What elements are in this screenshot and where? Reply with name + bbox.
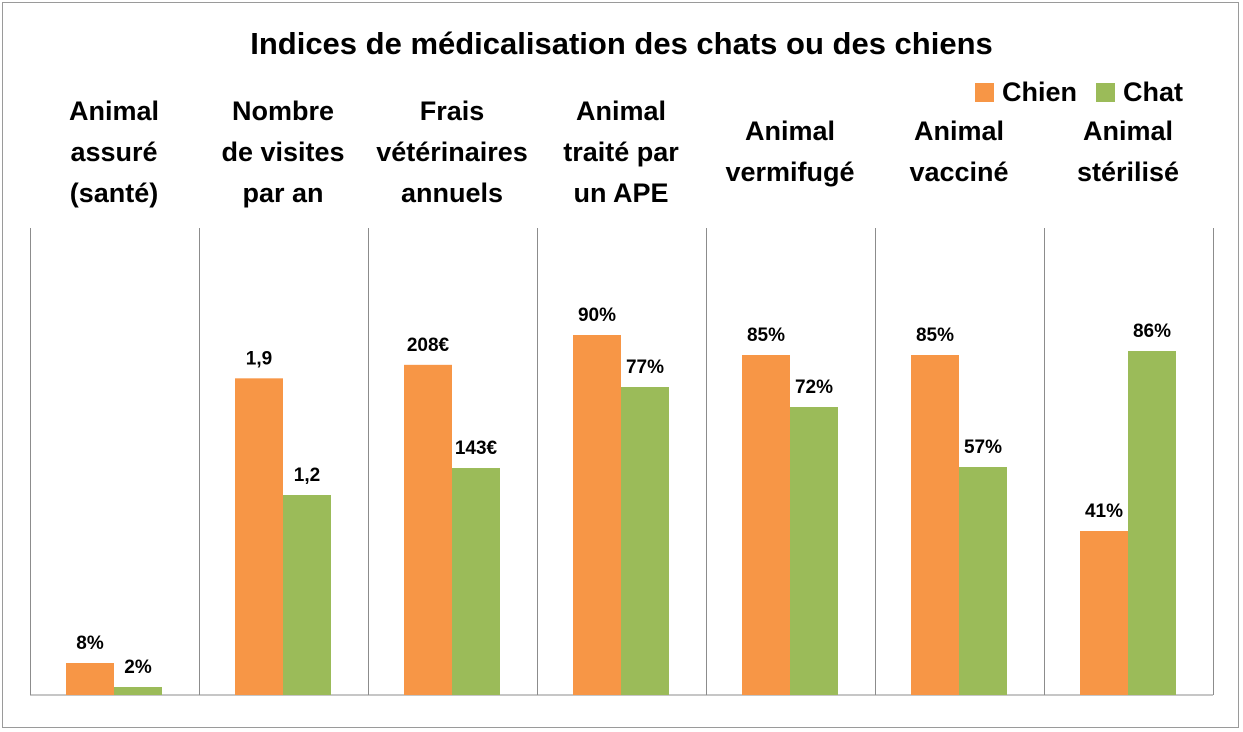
data-label-chien-3: 90% bbox=[578, 305, 616, 326]
category-label-sterilise: Animal stérilisé bbox=[1076, 116, 1180, 187]
category-label-ape: Animal traité par un APE bbox=[563, 95, 679, 208]
bar-chat-3 bbox=[621, 387, 669, 695]
bar-chien-4 bbox=[742, 355, 790, 695]
chart-title: Indices de médicalisation des chats ou d… bbox=[250, 26, 993, 61]
bar-chat-6 bbox=[1128, 351, 1176, 695]
data-label-chat-6: 86% bbox=[1133, 321, 1171, 342]
data-label-chat-0: 2% bbox=[124, 657, 152, 678]
data-label-chien-0: 8% bbox=[76, 633, 104, 654]
data-label-chat-5: 57% bbox=[964, 437, 1002, 458]
legend-swatch-chat bbox=[1096, 82, 1115, 102]
category-label-frais: Frais vétérinaires annuels bbox=[376, 95, 528, 208]
legend-swatch-chien bbox=[975, 82, 994, 102]
bar-chat-2 bbox=[452, 468, 500, 695]
legend-label-chien: Chien bbox=[1002, 76, 1078, 107]
data-label-chat-1: 1,2 bbox=[294, 465, 320, 486]
category-label-assure: Animal assuré (santé) bbox=[68, 95, 160, 208]
bar-chien-5 bbox=[911, 355, 959, 695]
data-label-chien-4: 85% bbox=[747, 325, 785, 346]
category-label-vaccine: Animal vacciné bbox=[909, 116, 1009, 187]
bar-chat-5 bbox=[959, 467, 1007, 695]
bar-chien-3 bbox=[573, 335, 621, 695]
bar-chien-1 bbox=[235, 378, 283, 695]
data-label-chat-2: 143€ bbox=[455, 438, 498, 459]
data-label-chat-3: 77% bbox=[626, 357, 664, 378]
bar-chien-0 bbox=[66, 663, 114, 695]
bar-chat-0 bbox=[114, 687, 162, 695]
data-label-chien-1: 1,9 bbox=[246, 348, 272, 369]
data-label-chien-6: 41% bbox=[1085, 501, 1123, 522]
data-label-chat-4: 72% bbox=[795, 377, 833, 398]
bar-chien-6 bbox=[1080, 531, 1128, 695]
category-label-visites: Nombre de visites par an bbox=[221, 95, 345, 208]
bar-chien-2 bbox=[404, 364, 452, 695]
data-label-chien-5: 85% bbox=[916, 325, 954, 346]
legend-item-chien: Chien bbox=[975, 77, 1077, 107]
category-label-vermifuge: Animal vermifugé bbox=[725, 116, 855, 187]
legend-item-chat: Chat bbox=[1096, 77, 1183, 107]
data-label-chien-2: 208€ bbox=[407, 335, 450, 356]
bar-chat-4 bbox=[790, 407, 838, 695]
bar-chat-1 bbox=[283, 495, 331, 695]
legend-label-chat: Chat bbox=[1123, 76, 1183, 107]
